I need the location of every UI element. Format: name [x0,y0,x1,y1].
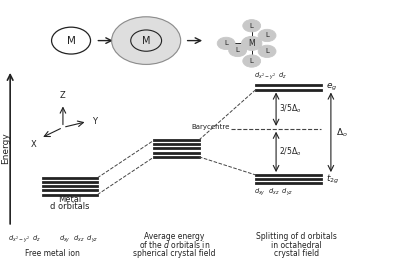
Text: L: L [264,48,269,54]
Circle shape [258,29,275,42]
Text: $t_{2g}$: $t_{2g}$ [325,173,338,186]
Circle shape [217,37,234,50]
Text: Free metal ion: Free metal ion [25,249,80,258]
Circle shape [258,45,275,57]
Text: $d_{x^2-y^2}$  $d_z$: $d_{x^2-y^2}$ $d_z$ [253,71,286,82]
Text: M: M [142,36,150,46]
Text: L: L [235,47,239,53]
Circle shape [242,55,260,67]
Text: of the $d$ orbitals in: of the $d$ orbitals in [139,239,210,251]
Text: L: L [249,58,253,64]
Text: L: L [264,32,269,38]
Text: Z: Z [60,91,66,100]
Circle shape [228,44,246,57]
Text: $d_{xy}$  $d_{xz}$  $d_{yz}$: $d_{xy}$ $d_{xz}$ $d_{yz}$ [253,186,292,198]
Text: $2/5\Delta_o$: $2/5\Delta_o$ [279,146,301,158]
Text: X: X [31,139,36,149]
Text: L: L [224,40,228,46]
Text: Splitting of d orbitals: Splitting of d orbitals [255,232,336,241]
Circle shape [242,20,260,32]
Text: Y: Y [92,117,97,126]
Text: M: M [248,39,254,48]
Text: d orbitals: d orbitals [50,202,90,211]
Text: spherical crystal field: spherical crystal field [133,249,215,258]
Text: crystal field: crystal field [273,249,318,258]
Text: Average energy: Average energy [144,232,204,241]
Text: $e_g$: $e_g$ [325,82,336,93]
Text: Energy: Energy [1,132,10,164]
Text: $\Delta_o$: $\Delta_o$ [335,126,347,139]
Text: Barycentre: Barycentre [190,123,229,130]
Text: $d_{x^2-y^2}$  $d_z$: $d_{x^2-y^2}$ $d_z$ [8,234,41,245]
Text: $3/5\Delta_o$: $3/5\Delta_o$ [279,103,301,115]
Text: $d_{xy}$  $d_{xz}$  $d_{yz}$: $d_{xy}$ $d_{xz}$ $d_{yz}$ [60,234,98,245]
Circle shape [111,17,180,64]
Text: L: L [249,23,253,29]
Text: in octahedral: in octahedral [271,241,321,249]
Circle shape [241,36,261,50]
Text: M: M [66,36,75,46]
Text: Metal: Metal [58,195,81,204]
